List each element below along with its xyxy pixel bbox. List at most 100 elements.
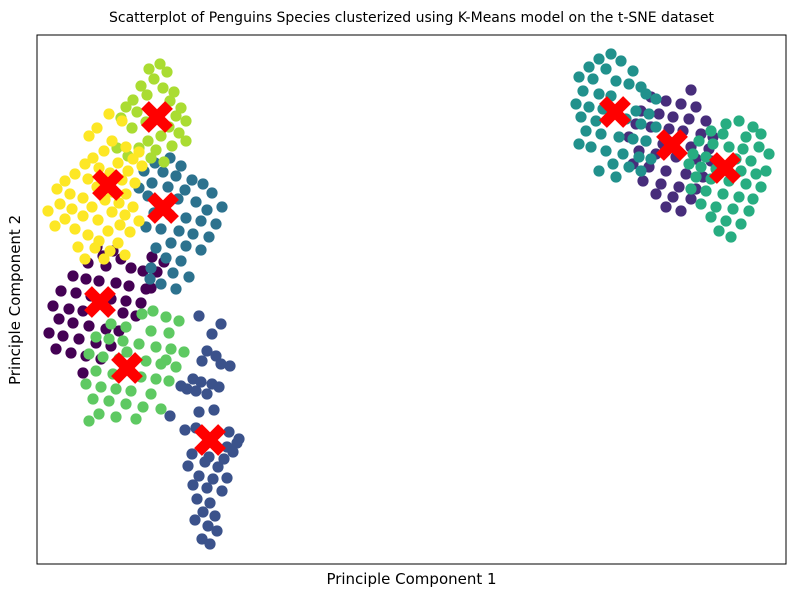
data-point-cluster-6-light-green	[173, 315, 185, 327]
data-point-cluster-0-dark-purple	[57, 330, 69, 342]
data-point-cluster-0-dark-purple	[73, 333, 85, 345]
data-point-cluster-4-teal	[635, 118, 647, 130]
data-point-cluster-5-sea-green	[753, 141, 765, 153]
data-point-cluster-8-yellow	[59, 175, 71, 187]
data-point-cluster-6-light-green	[103, 333, 115, 345]
data-point-cluster-4-teal	[630, 105, 642, 117]
data-point-cluster-4-teal	[585, 141, 597, 153]
data-point-cluster-8-yellow	[42, 205, 54, 217]
data-point-cluster-0-dark-purple	[146, 251, 158, 263]
data-point-cluster-4-teal	[605, 48, 617, 60]
data-point-cluster-8-yellow	[92, 214, 104, 226]
data-point-cluster-6-light-green	[93, 408, 105, 420]
data-point-cluster-8-yellow	[106, 206, 118, 218]
data-point-cluster-8-yellow	[82, 173, 94, 185]
data-point-cluster-7-yellow-green	[143, 63, 155, 75]
data-point-cluster-5-sea-green	[700, 185, 712, 197]
data-point-cluster-0-dark-purple	[125, 262, 137, 274]
centroid-arm	[84, 286, 116, 318]
data-point-cluster-2-slate-blue	[227, 446, 239, 458]
centroid-x-marker-cluster-6-light-green	[111, 352, 143, 384]
data-point-cluster-8-yellow	[106, 135, 118, 147]
data-point-cluster-8-yellow	[51, 183, 63, 195]
data-point-cluster-4-teal	[610, 171, 622, 183]
data-point-cluster-3-steel-blue	[146, 177, 158, 189]
data-point-cluster-3-steel-blue	[145, 262, 157, 274]
data-point-cluster-2-slate-blue	[218, 453, 230, 465]
data-point-cluster-2-slate-blue	[207, 473, 219, 485]
data-point-cluster-2-slate-blue	[208, 404, 220, 416]
data-point-cluster-3-steel-blue	[165, 237, 177, 249]
data-point-cluster-3-steel-blue	[144, 273, 156, 285]
data-point-cluster-4-teal	[627, 133, 639, 145]
data-point-cluster-5-sea-green	[720, 118, 732, 130]
data-point-cluster-7-yellow-green	[150, 144, 162, 156]
data-point-cluster-2-slate-blue	[201, 388, 213, 400]
centroid-x-marker-cluster-0-dark-purple	[84, 286, 116, 318]
data-point-cluster-6-light-green	[163, 327, 175, 339]
data-point-cluster-1-indigo	[683, 113, 695, 125]
data-point-cluster-7-yellow-green	[157, 82, 169, 94]
data-point-cluster-8-yellow	[82, 229, 94, 241]
data-point-cluster-3-steel-blue	[195, 215, 207, 227]
data-point-cluster-7-yellow-green	[170, 110, 182, 122]
data-point-cluster-8-yellow	[102, 225, 114, 237]
data-point-cluster-5-sea-green	[695, 198, 707, 210]
data-point-cluster-8-yellow	[127, 201, 139, 213]
data-point-cluster-3-steel-blue	[190, 196, 202, 208]
data-point-cluster-6-light-green	[145, 388, 157, 400]
data-point-cluster-8-yellow	[91, 122, 103, 134]
data-point-cluster-8-yellow	[119, 249, 131, 261]
data-point-cluster-6-light-green	[117, 335, 129, 347]
data-point-cluster-6-light-green	[150, 341, 162, 353]
data-point-cluster-8-yellow	[133, 215, 145, 227]
data-point-cluster-8-yellow	[86, 201, 98, 213]
data-point-cluster-2-slate-blue	[216, 485, 228, 497]
data-point-cluster-4-teal	[593, 53, 605, 65]
data-point-cluster-1-indigo	[675, 205, 687, 217]
data-point-cluster-0-dark-purple	[77, 305, 89, 317]
centroid-x-marker-cluster-3-steel-blue	[147, 192, 179, 224]
data-point-cluster-4-teal	[583, 101, 595, 113]
data-point-cluster-0-dark-purple	[135, 297, 147, 309]
data-point-cluster-7-yellow-green	[161, 66, 173, 78]
data-point-cluster-5-sea-green	[720, 215, 732, 227]
data-point-cluster-3-steel-blue	[197, 178, 209, 190]
data-point-cluster-4-teal	[583, 61, 595, 73]
data-point-cluster-6-light-green	[97, 351, 109, 363]
data-point-cluster-3-steel-blue	[201, 204, 213, 216]
data-point-cluster-3-steel-blue	[186, 174, 198, 186]
data-point-cluster-6-light-green	[155, 403, 167, 415]
data-point-cluster-5-sea-green	[700, 151, 712, 163]
data-point-cluster-5-sea-green	[727, 203, 739, 215]
data-point-cluster-8-yellow	[77, 210, 89, 222]
data-point-cluster-2-slate-blue	[196, 533, 208, 545]
data-point-cluster-2-slate-blue	[193, 310, 205, 322]
data-point-cluster-8-yellow	[129, 177, 141, 189]
data-point-cluster-1-indigo	[660, 201, 672, 213]
data-point-cluster-8-yellow	[104, 245, 116, 257]
data-point-cluster-2-slate-blue	[195, 376, 207, 388]
data-point-cluster-2-slate-blue	[175, 380, 187, 392]
data-point-cluster-4-teal	[580, 125, 592, 137]
centroid-x-marker-cluster-8-yellow	[92, 169, 124, 201]
data-point-cluster-8-yellow	[64, 188, 76, 200]
data-point-cluster-8-yellow	[69, 223, 81, 235]
data-point-cluster-5-sea-green	[755, 128, 767, 140]
data-point-cluster-3-steel-blue	[206, 187, 218, 199]
data-point-cluster-8-yellow	[54, 198, 66, 210]
data-point-cluster-4-teal	[640, 135, 652, 147]
data-point-cluster-6-light-green	[80, 378, 92, 390]
data-point-cluster-4-teal	[645, 153, 657, 165]
data-point-cluster-2-slate-blue	[210, 350, 222, 362]
data-point-cluster-4-teal	[590, 115, 602, 127]
data-point-cluster-2-slate-blue	[201, 482, 213, 494]
data-point-cluster-5-sea-green	[735, 218, 747, 230]
data-point-cluster-4-teal	[640, 88, 652, 100]
data-point-cluster-6-light-green	[136, 308, 148, 320]
data-point-cluster-7-yellow-green	[141, 89, 153, 101]
data-point-cluster-7-yellow-green	[180, 115, 192, 127]
data-point-cluster-7-yellow-green	[155, 130, 167, 142]
data-point-cluster-3-steel-blue	[157, 166, 169, 178]
data-point-cluster-5-sea-green	[745, 155, 757, 167]
